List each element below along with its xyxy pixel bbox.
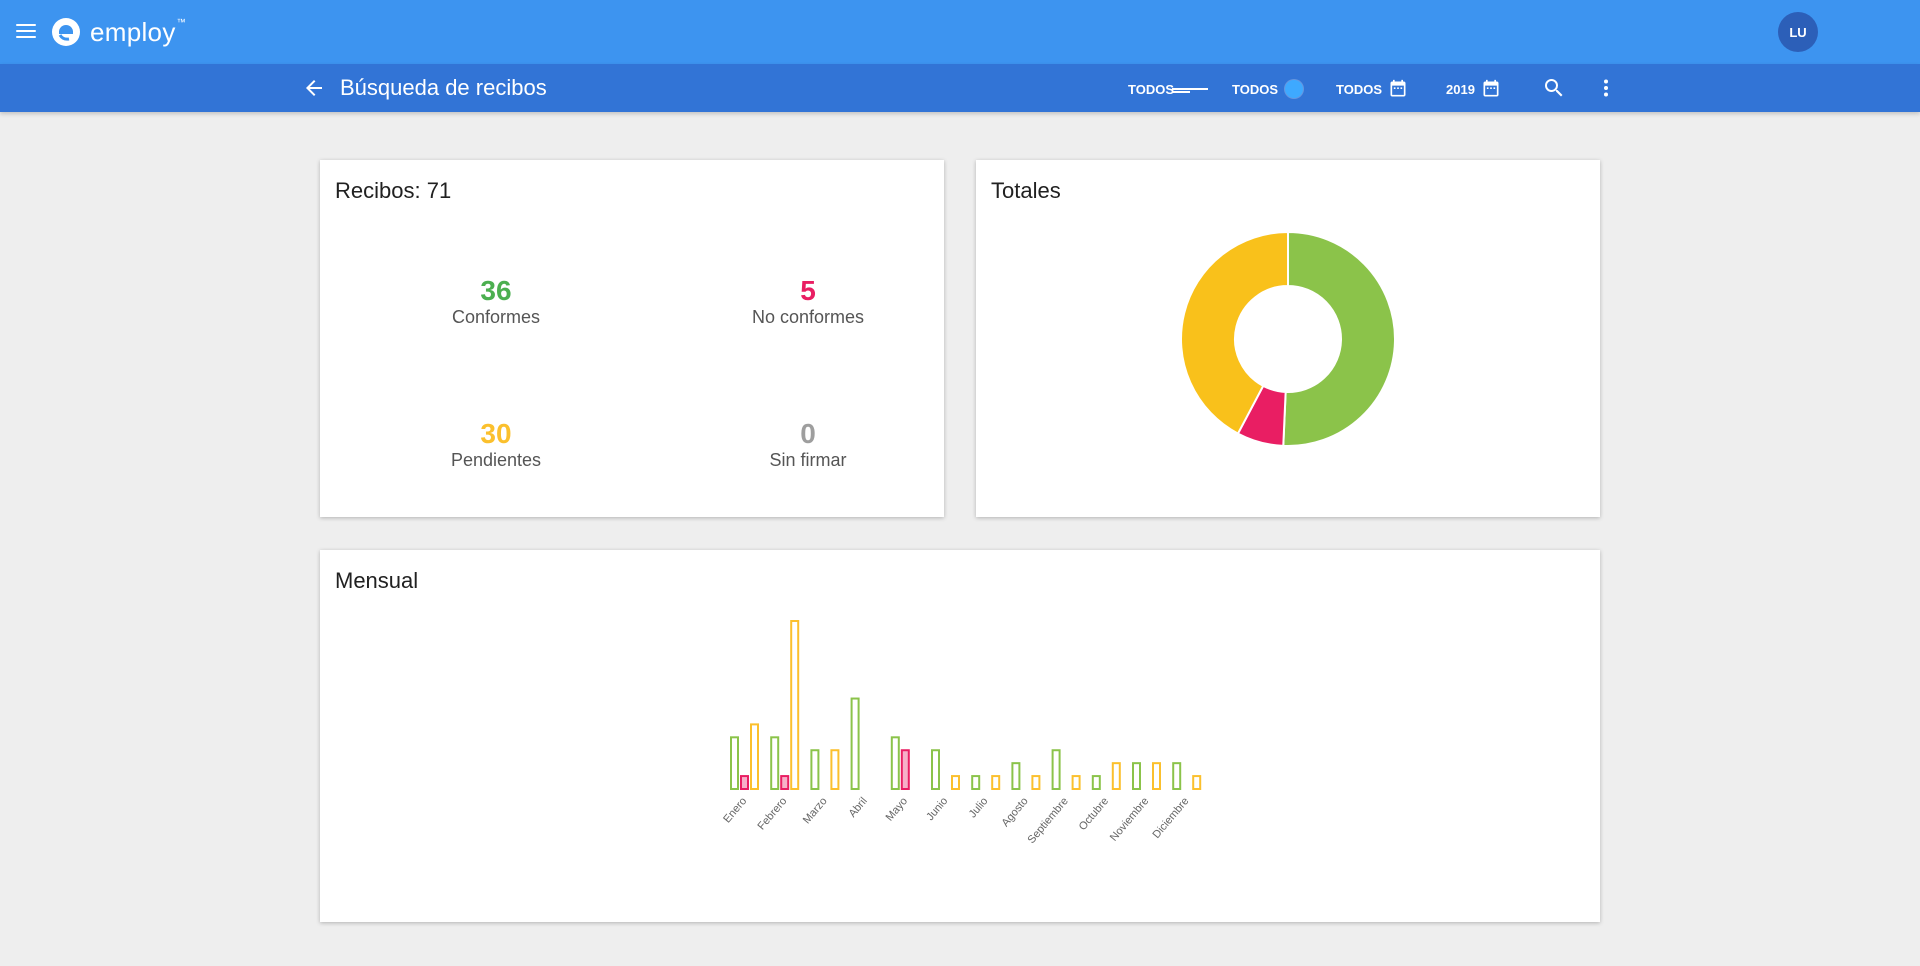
x-axis-label: Enero [721,795,749,825]
stat-pendientes[interactable]: 30 Pendientes [376,418,616,471]
logo-text: employ™ [90,16,186,47]
x-axis-label: Mayo [884,795,910,823]
filter-color-label: TODOS [1232,81,1278,97]
filter-year-label: 2019 [1446,81,1475,97]
calendar-icon [1483,79,1499,97]
arrow-back-icon[interactable] [302,76,326,100]
bar-noviembre-series-0[interactable] [1132,762,1141,790]
stat-label: Conformes [451,307,541,327]
totales-title: Totales [991,178,1061,203]
stat-value: 30 [480,418,512,449]
circle-icon [1285,80,1303,98]
search-icon[interactable] [1542,76,1566,100]
employ-logo[interactable]: employ™ [50,14,186,50]
stat-value: 5 [800,275,816,306]
bar-enero-series-2[interactable] [750,723,759,790]
bar-diciembre-series-0[interactable] [1172,762,1182,790]
circle-icon-wrap [1284,79,1304,99]
filter-period-label: TODOS [1336,81,1382,97]
filter-status-label: TODOS [1128,81,1174,97]
mensual-title: Mensual [335,568,419,593]
filter-year[interactable]: 2019 [1446,78,1501,100]
bar-agosto-series-2[interactable] [1031,775,1041,790]
menu-icon[interactable] [14,20,38,44]
summary-card: Recibos: 71 36 Conformes 5 No conformes … [320,160,944,517]
x-axis-label: Junio [924,795,950,823]
stat-sin-firmar[interactable]: 0 Sin firmar [688,418,928,471]
bar-julio-series-0[interactable] [971,775,981,790]
filter-period[interactable]: TODOS [1336,78,1408,100]
x-axis-label: Agosto [999,795,1030,829]
bar-julio-series-2[interactable] [991,775,1001,790]
stat-label: Pendientes [450,450,542,470]
totales-donut-chart [1180,230,1396,447]
summary-title: Recibos: 71 [335,178,452,203]
bar-junio-series-2[interactable] [951,775,960,790]
x-axis-label: Julio [967,795,991,820]
stat-label: Sin firmar [769,450,847,470]
stat-value: 0 [800,418,816,449]
bar-marzo-series-2[interactable] [830,749,840,791]
x-axis-label: Octubre [1077,795,1111,833]
bar-febrero-series-0[interactable] [770,736,780,790]
x-axis-label: Febrero [756,795,790,832]
x-axis-label: Marzo [801,795,830,826]
bar-septiembre-series-0[interactable] [1051,749,1061,791]
lines-icon [1172,79,1208,99]
bar-enero-series-0[interactable] [730,736,739,790]
mensual-card: Mensual Enero Febrero Marzo Abril Mayo Junio J… [320,550,1600,922]
stat-no-conformes[interactable]: 5 No conformes [688,275,928,328]
top-app-bar: employ™ LU [0,0,1920,64]
stat-label: No conformes [751,307,865,327]
stat-conformes[interactable]: 36 Conformes [376,275,616,328]
x-axis-label: Septiembre [1026,795,1071,846]
bar-mayo-series-0[interactable] [890,736,900,790]
bar-septiembre-series-2[interactable] [1071,775,1081,790]
user-avatar[interactable]: LU [1778,12,1818,52]
bar-marzo-series-0[interactable] [810,749,820,791]
filter-status[interactable]: TODOS [1128,78,1208,100]
bar-diciembre-series-2[interactable] [1192,775,1202,790]
bar-noviembre-series-2[interactable] [1152,762,1161,790]
bar-octubre-series-2[interactable] [1111,762,1121,790]
logo-mark-icon [52,18,80,46]
stat-value: 36 [480,275,512,306]
more-vert-icon[interactable] [1594,76,1618,100]
donut-slice-conformes[interactable] [1282,230,1396,447]
bar-enero-series-1[interactable] [740,775,749,790]
page-toolbar: Búsqueda de recibos TODOS TODOS TODOS 20… [0,64,1920,112]
bar-junio-series-0[interactable] [931,749,940,791]
mensual-bar-chart: Enero Febrero Marzo Abril Mayo Junio Julio Agos… [721,620,1202,846]
totales-card: Totales [976,160,1600,517]
bar-febrero-series-1[interactable] [780,775,790,790]
x-axis-label: Diciembre [1150,795,1191,841]
x-axis-label: Abril [847,795,870,820]
filter-color[interactable]: TODOS [1232,78,1304,100]
bar-mayo-series-1[interactable] [900,749,910,791]
x-axis-label: Noviembre [1108,795,1151,843]
bar-febrero-series-2[interactable] [790,620,800,790]
bar-abril-series-0[interactable] [850,697,860,791]
page-title: Búsqueda de recibos [340,75,547,100]
bar-octubre-series-0[interactable] [1091,775,1101,790]
bar-agosto-series-0[interactable] [1011,762,1021,790]
calendar-icon [1390,79,1406,97]
donut-slice-pendientes[interactable] [1180,230,1289,435]
